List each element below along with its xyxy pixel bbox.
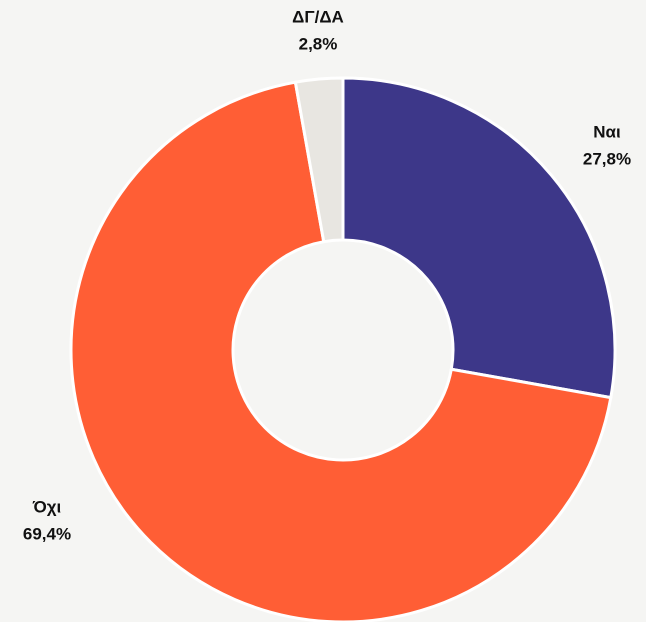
donut-slice xyxy=(69,80,613,622)
slice-value: 27,8% xyxy=(583,149,631,168)
donut-slice xyxy=(293,76,345,244)
donut-slice xyxy=(341,76,617,400)
slice-label: Όχι xyxy=(32,497,62,516)
slice-value: 69,4% xyxy=(23,524,71,543)
slice-value: 2,8% xyxy=(299,34,338,53)
slice-label: Ναι xyxy=(593,122,621,141)
slice-label: ΔΓ/ΔΑ xyxy=(292,7,344,26)
